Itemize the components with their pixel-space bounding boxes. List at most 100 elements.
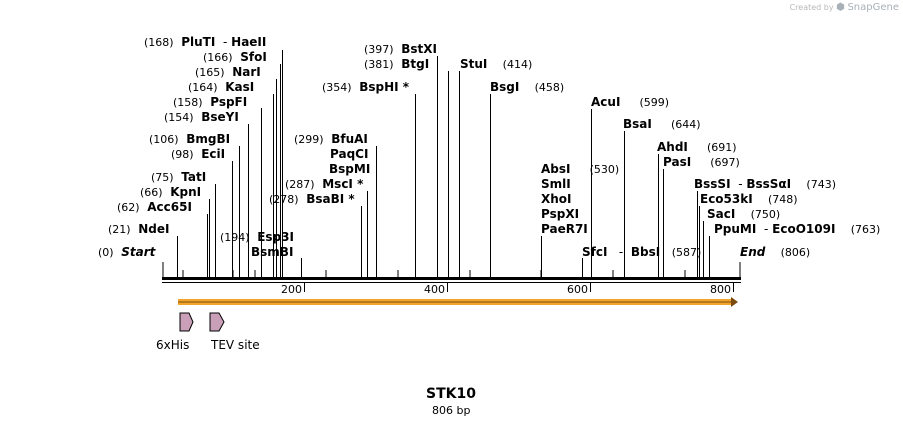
site-bstxI-label[interactable]: (397) BstXI (364, 42, 437, 57)
enzyme-name: MscI * (322, 177, 364, 191)
site-tatI-label[interactable]: (75) TatI (151, 170, 206, 185)
enzyme-name: KasI (225, 80, 255, 94)
enzyme-name-2: EcoO109I (772, 222, 836, 236)
site-position: (98) (171, 148, 194, 161)
site-line-bsaBI (361, 206, 362, 277)
site-bmgbI-label[interactable]: (106) BmgBI (149, 132, 230, 147)
start-name: Start (121, 245, 156, 259)
site-xhoI-label[interactable]: XhoI (541, 192, 572, 206)
site-sacI-label[interactable]: SacI (750) (707, 207, 780, 222)
enzyme-name: BmgBI (186, 132, 231, 146)
site-line-ppuMI (709, 236, 710, 277)
site-line-tatI (215, 184, 216, 277)
enzyme-name: SacI (707, 207, 736, 221)
site-acuI-label[interactable]: AcuI (599) (591, 95, 669, 110)
site-line-bsphI (415, 94, 416, 277)
ruler-label-200: 200 (281, 283, 302, 296)
site-position: (748) (767, 193, 798, 206)
site-bseyI-label[interactable]: (154) BseYI (164, 110, 239, 125)
site-paeR7I-label[interactable]: PaeR7I (541, 222, 588, 236)
site-line-bfuAI (376, 146, 377, 277)
enzyme-name: BsaI (623, 117, 652, 131)
site-line-kasI (273, 94, 274, 277)
site-position: (278) (269, 193, 299, 206)
site-absI-label[interactable]: AbsI (530) (541, 162, 619, 177)
enzyme-name: AbsI (541, 162, 571, 176)
site-ndeI-label[interactable]: (21) NdeI (108, 222, 169, 237)
site-line-pasI (663, 169, 664, 277)
site-line-sacI (703, 221, 704, 277)
enzyme-name: BsaBI * (306, 192, 355, 206)
site-line-bstxI (437, 56, 438, 277)
site-line-bsgI (490, 94, 491, 277)
enzyme-name: Esp3I (257, 230, 294, 244)
site-line-acc65I (207, 214, 208, 277)
site-bfuAI-label[interactable]: (299) BfuAI (294, 132, 368, 147)
sequence-title: STK10 (426, 386, 476, 402)
site-kasI-label[interactable]: (164) KasI (188, 80, 254, 95)
site-pspXI-label[interactable]: PspXI (541, 207, 579, 221)
site-line-acuI (591, 109, 592, 277)
site-position: (299) (294, 133, 324, 146)
separator: - (763, 222, 769, 236)
enzyme-name: EciI (201, 147, 226, 161)
watermark-prefix: Created by (789, 3, 834, 12)
site-bsphI-label[interactable]: (354) BspHI * (322, 80, 409, 95)
enzyme-name: PasI (663, 155, 692, 169)
enzyme-name: PluTI (181, 35, 216, 49)
site-eciI-label[interactable]: (98) EciI (171, 147, 225, 162)
enzyme-name: KpnI (170, 185, 202, 199)
ruler-tick-800 (733, 283, 734, 292)
site-bsaBI-label[interactable]: (278) BsaBI * (269, 192, 355, 207)
feature-tev-site-arrow[interactable] (209, 312, 225, 332)
feature-tev-site-label[interactable]: TEV site (211, 338, 260, 352)
site-bsmbI-label[interactable]: BsmBI (251, 245, 293, 259)
enzyme-name: BtgI (401, 57, 430, 71)
site-sfcI-label[interactable]: SfcI - BbsI (587) (582, 245, 701, 260)
site-position: (154) (164, 111, 194, 124)
site-bssSI-label[interactable]: BssSI - BssSαI (743) (694, 177, 836, 192)
enzyme-name: BspMI (329, 162, 371, 176)
feature-6xhis-arrow[interactable] (179, 312, 194, 332)
site-line-bseyI (248, 124, 249, 277)
site-plutI-label[interactable]: (168) PluTI - HaeII (144, 35, 266, 50)
enzyme-name: NdeI (138, 222, 170, 236)
site-ppuMI-label[interactable]: PpuMI - EcoO109I (763) (714, 222, 880, 237)
enzyme-name: NarI (232, 65, 261, 79)
site-esp3I-label[interactable]: (194) Esp3I (220, 230, 294, 245)
sequence-backbone-bottom (162, 282, 741, 283)
site-position: (66) (140, 186, 163, 199)
snapgene-logo-icon: ⬢ (836, 2, 845, 13)
enzyme-name: Eco53kI (700, 192, 753, 206)
site-line-ndeI (177, 236, 178, 277)
site-stuI-label[interactable]: StuI (414) (460, 57, 532, 72)
site-pasI-label[interactable]: PasI (697) (663, 155, 740, 170)
feature-6xhis-label[interactable]: 6xHis (156, 338, 190, 352)
site-position: (165) (195, 66, 225, 79)
site-bsaI-label[interactable]: BsaI (644) (623, 117, 701, 132)
separator: - (738, 177, 743, 191)
site-smlI-label[interactable]: SmlI (541, 177, 571, 191)
minor-ticks (182, 270, 686, 277)
site-position: (530) (589, 163, 620, 176)
site-narI-label[interactable]: (165) NarI (195, 65, 261, 80)
site-position: (697) (710, 156, 740, 169)
site-pspfI-label[interactable]: (158) PspFI (173, 95, 247, 110)
site-ahdI-label[interactable]: AhdI (691) (657, 140, 737, 155)
site-acc65I-label[interactable]: (62) Acc65I (117, 200, 192, 215)
site-paqCI-label[interactable]: PaqCI (330, 147, 368, 161)
site-sfoI-label[interactable]: (166) SfoI (203, 50, 267, 65)
site-btgI-label[interactable]: (381) BtgI (364, 57, 429, 72)
site-kpnI-label[interactable]: (66) KpnI (140, 185, 201, 200)
site-eco53kI-label[interactable]: Eco53kI (748) (700, 192, 798, 207)
site-line-sfoI (280, 64, 281, 277)
site-bspMI-label[interactable]: BspMI (329, 162, 370, 176)
enzyme-name: SfcI (582, 245, 608, 259)
site-position: (168) (144, 36, 174, 49)
site-position: (644) (670, 118, 701, 131)
site-bsgI-label[interactable]: BsgI (458) (490, 80, 564, 95)
enzyme-name: BfuAI (331, 132, 368, 146)
site-mscI-label[interactable]: (287) MscI * (285, 177, 363, 192)
site-line-bsaI (624, 131, 625, 277)
ruler-tick-400 (447, 283, 448, 292)
